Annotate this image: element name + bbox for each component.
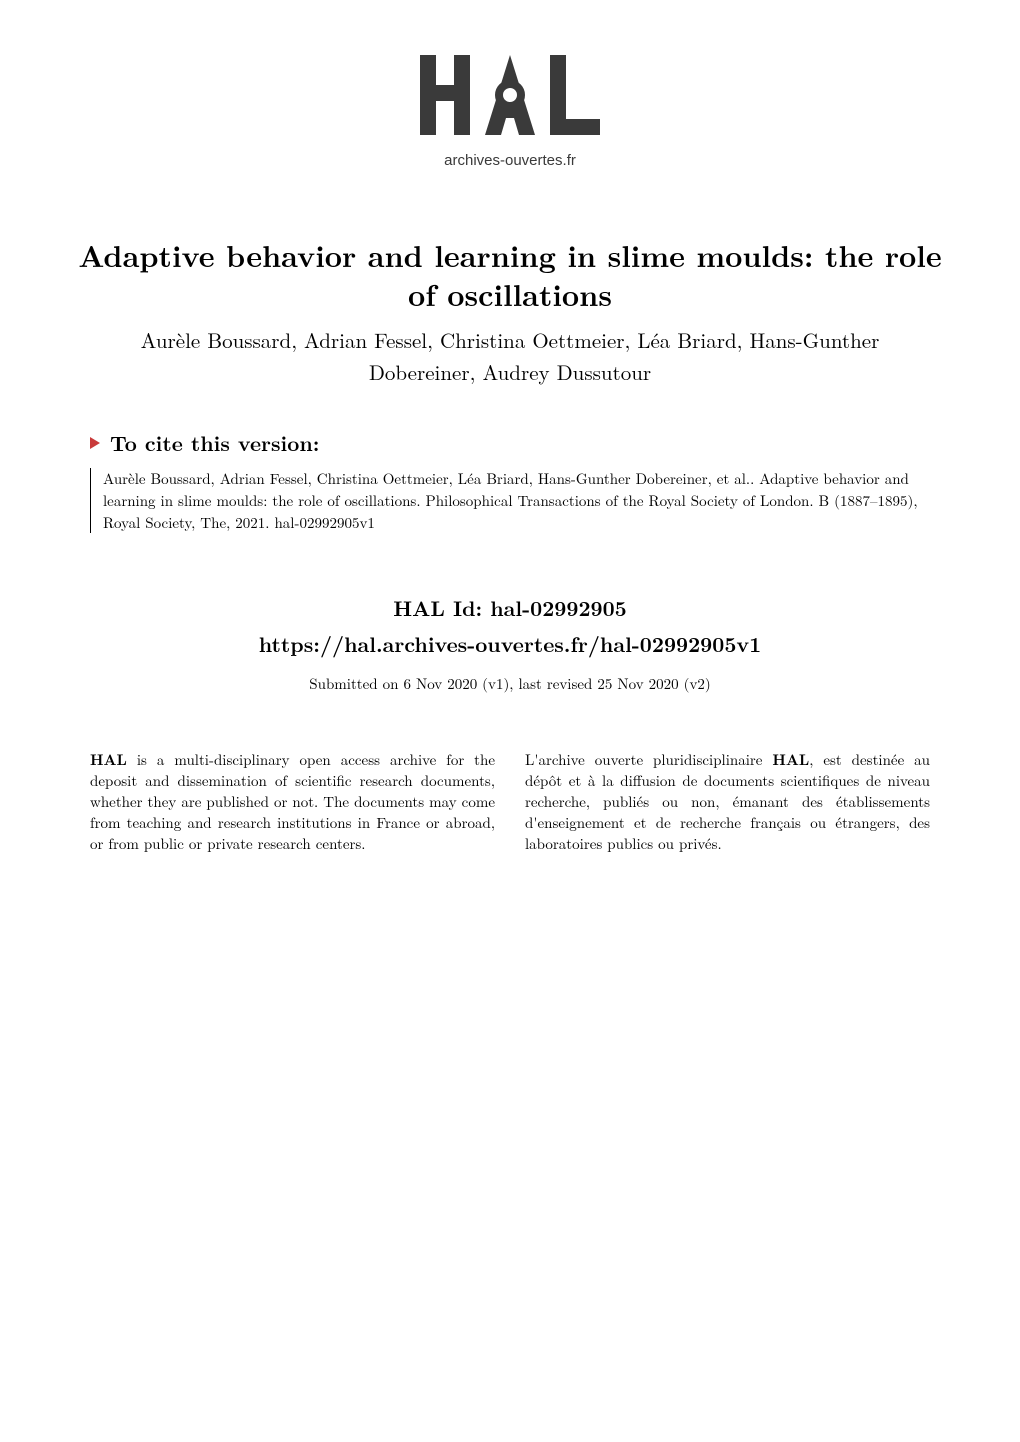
hal-id: HAL Id: hal-02992905: [0, 593, 1020, 623]
description-left-text: is a multi-disciplinary open access arch…: [90, 749, 495, 854]
cite-title: To cite this version:: [110, 428, 319, 458]
hal-id-section: HAL Id: hal-02992905 https://hal.archive…: [0, 593, 1020, 659]
description-right-pre: L'archive ouverte pluridisciplinaire: [525, 749, 772, 770]
description-left: HAL is a multi-disciplinary open access …: [90, 749, 495, 854]
submitted-text: Submitted on 6 Nov 2020 (v1), last revis…: [0, 673, 1020, 694]
cite-header: To cite this version:: [90, 428, 930, 458]
hal-logo-svg: archives-ouvertes.fr: [400, 40, 620, 180]
hal-bold-left: HAL: [90, 749, 127, 770]
hal-logo: archives-ouvertes.fr: [400, 40, 620, 185]
description-section: HAL is a multi-disciplinary open access …: [0, 749, 1020, 854]
triangle-icon: [90, 437, 100, 449]
logo-section: archives-ouvertes.fr: [0, 0, 1020, 235]
svg-text:archives-ouvertes.fr: archives-ouvertes.fr: [444, 152, 576, 169]
paper-authors: Aurèle Boussard, Adrian Fessel, Christin…: [60, 325, 960, 388]
hal-url: https://hal.archives-ouvertes.fr/hal-029…: [0, 629, 1020, 659]
cite-body: Aurèle Boussard, Adrian Fessel, Christin…: [90, 468, 930, 533]
title-section: Adaptive behavior and learning in slime …: [0, 235, 1020, 388]
paper-title: Adaptive behavior and learning in slime …: [60, 235, 960, 313]
description-right: L'archive ouverte pluridisciplinaire HAL…: [525, 749, 930, 854]
cite-section: To cite this version: Aurèle Boussard, A…: [0, 428, 1020, 533]
hal-bold-right: HAL: [772, 749, 809, 770]
